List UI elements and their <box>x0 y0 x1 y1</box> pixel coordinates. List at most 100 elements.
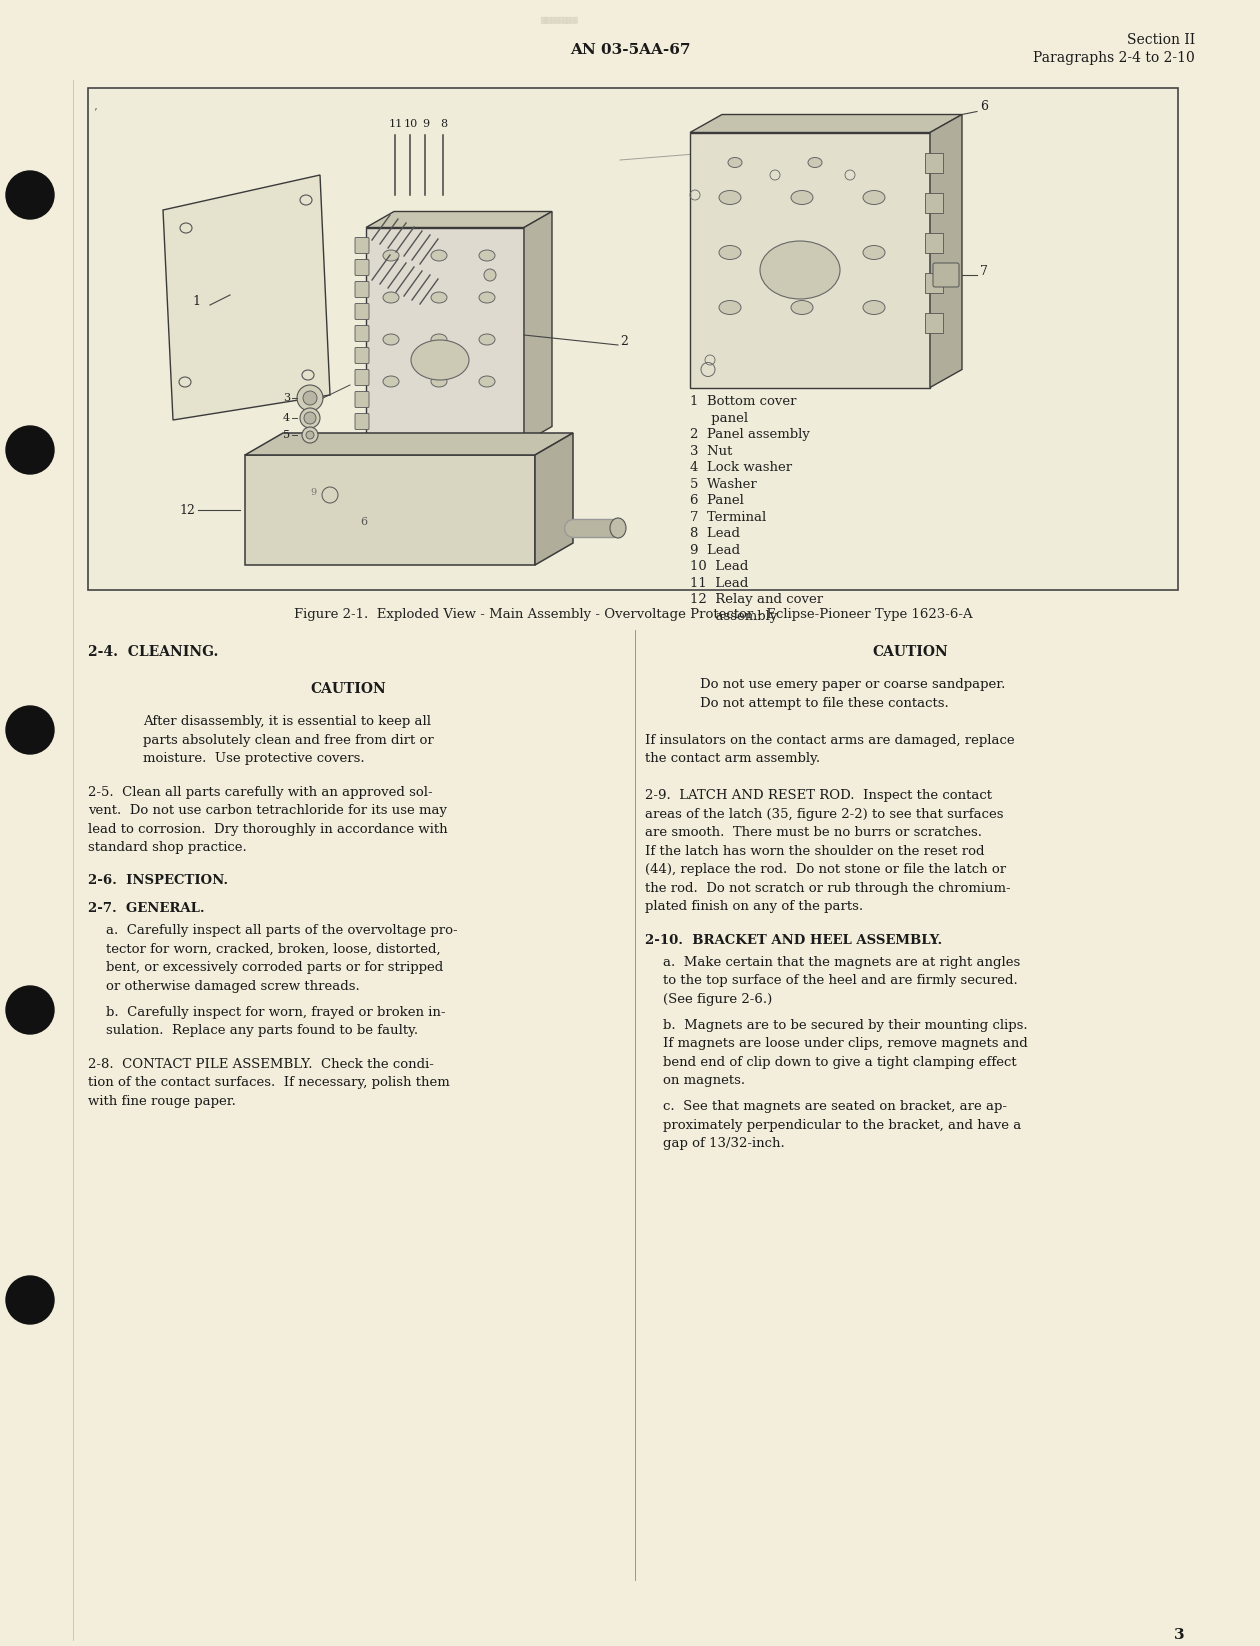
Text: 11: 11 <box>389 119 403 128</box>
Bar <box>925 153 942 173</box>
Ellipse shape <box>431 334 447 346</box>
Circle shape <box>300 408 320 428</box>
Text: ▓▓▓▓▓▓▓: ▓▓▓▓▓▓▓ <box>541 16 577 25</box>
Text: If insulators on the contact arms are damaged, replace: If insulators on the contact arms are da… <box>645 734 1014 747</box>
FancyBboxPatch shape <box>355 281 369 298</box>
Text: or otherwise damaged screw threads.: or otherwise damaged screw threads. <box>106 979 360 993</box>
Text: Section II: Section II <box>1126 33 1194 48</box>
Text: proximately perpendicular to the bracket, and have a: proximately perpendicular to the bracket… <box>663 1119 1022 1131</box>
Text: assembly: assembly <box>690 609 777 622</box>
Text: 4  Lock washer: 4 Lock washer <box>690 461 793 474</box>
Ellipse shape <box>719 245 741 260</box>
FancyBboxPatch shape <box>355 347 369 364</box>
Text: 2-10.  BRACKET AND HEEL ASSEMBLY.: 2-10. BRACKET AND HEEL ASSEMBLY. <box>645 933 942 946</box>
Circle shape <box>306 431 314 439</box>
Text: After disassembly, it is essential to keep all: After disassembly, it is essential to ke… <box>142 716 431 728</box>
Text: are smooth.  There must be no burrs or scratches.: are smooth. There must be no burrs or sc… <box>645 826 982 839</box>
Text: the contact arm assembly.: the contact arm assembly. <box>645 752 820 765</box>
FancyBboxPatch shape <box>355 326 369 341</box>
Text: Paragraphs 2-4 to 2-10: Paragraphs 2-4 to 2-10 <box>1033 51 1194 64</box>
Text: 6: 6 <box>980 99 988 112</box>
Circle shape <box>302 426 318 443</box>
Text: CAUTION: CAUTION <box>310 681 386 696</box>
FancyBboxPatch shape <box>355 260 369 275</box>
Text: Do not use emery paper or coarse sandpaper.: Do not use emery paper or coarse sandpap… <box>701 678 1005 691</box>
FancyBboxPatch shape <box>355 237 369 253</box>
Text: 2-5.  Clean all parts carefully with an approved sol-: 2-5. Clean all parts carefully with an a… <box>88 785 432 798</box>
Text: 3  Nut: 3 Nut <box>690 444 732 458</box>
Text: tector for worn, cracked, broken, loose, distorted,: tector for worn, cracked, broken, loose,… <box>106 943 441 956</box>
Ellipse shape <box>383 291 399 303</box>
Circle shape <box>6 706 54 754</box>
Circle shape <box>6 1276 54 1323</box>
Text: bend end of clip down to give a tight clamping effect: bend end of clip down to give a tight cl… <box>663 1055 1017 1068</box>
Text: 2  Panel assembly: 2 Panel assembly <box>690 428 810 441</box>
Text: 12  Relay and cover: 12 Relay and cover <box>690 593 823 606</box>
Text: lead to corrosion.  Dry thoroughly in accordance with: lead to corrosion. Dry thoroughly in acc… <box>88 823 447 836</box>
Bar <box>88 87 1178 589</box>
Text: parts absolutely clean and free from dirt or: parts absolutely clean and free from dir… <box>142 734 433 747</box>
Circle shape <box>484 268 496 281</box>
Polygon shape <box>536 433 573 565</box>
Text: 8  Lead: 8 Lead <box>690 527 740 540</box>
FancyBboxPatch shape <box>355 392 369 408</box>
Text: 10: 10 <box>404 119 418 128</box>
Text: 2-8.  CONTACT PILE ASSEMBLY.  Check the condi-: 2-8. CONTACT PILE ASSEMBLY. Check the co… <box>88 1057 433 1070</box>
Text: Figure 2-1.  Exploded View - Main Assembly - Overvoltage Protector - Eclipse-Pio: Figure 2-1. Exploded View - Main Assembl… <box>294 607 973 621</box>
Text: If magnets are loose under clips, remove magnets and: If magnets are loose under clips, remove… <box>663 1037 1028 1050</box>
FancyBboxPatch shape <box>355 369 369 385</box>
Ellipse shape <box>431 291 447 303</box>
Circle shape <box>6 426 54 474</box>
Text: bent, or excessively corroded parts or for stripped: bent, or excessively corroded parts or f… <box>106 961 444 974</box>
Text: 2: 2 <box>620 336 627 347</box>
Text: 6  Panel: 6 Panel <box>690 494 743 507</box>
Polygon shape <box>930 115 961 387</box>
Text: 5  Washer: 5 Washer <box>690 477 757 491</box>
Circle shape <box>6 986 54 1034</box>
Ellipse shape <box>791 245 813 260</box>
Polygon shape <box>524 211 552 443</box>
Text: b.  Carefully inspect for worn, frayed or broken in-: b. Carefully inspect for worn, frayed or… <box>106 1006 446 1019</box>
Ellipse shape <box>479 291 495 303</box>
Text: 1: 1 <box>192 295 200 308</box>
Text: panel: panel <box>690 412 748 425</box>
Polygon shape <box>365 211 552 227</box>
Text: standard shop practice.: standard shop practice. <box>88 841 247 854</box>
Text: 9  Lead: 9 Lead <box>690 543 740 556</box>
Text: a.  Carefully inspect all parts of the overvoltage pro-: a. Carefully inspect all parts of the ov… <box>106 925 457 937</box>
Ellipse shape <box>719 191 741 204</box>
Text: 2-4.  CLEANING.: 2-4. CLEANING. <box>88 645 218 658</box>
Circle shape <box>304 412 316 425</box>
Text: 2-7.  GENERAL.: 2-7. GENERAL. <box>88 902 204 915</box>
Text: If the latch has worn the shoulder on the reset rod: If the latch has worn the shoulder on th… <box>645 844 984 858</box>
Ellipse shape <box>791 191 813 204</box>
Text: sulation.  Replace any parts found to be faulty.: sulation. Replace any parts found to be … <box>106 1024 418 1037</box>
Ellipse shape <box>431 250 447 262</box>
Text: plated finish on any of the parts.: plated finish on any of the parts. <box>645 900 863 914</box>
Bar <box>925 193 942 212</box>
Text: 1  Bottom cover: 1 Bottom cover <box>690 395 796 408</box>
Text: on magnets.: on magnets. <box>663 1075 745 1088</box>
Ellipse shape <box>719 301 741 314</box>
Text: ’: ’ <box>93 107 97 117</box>
Bar <box>244 454 536 565</box>
Text: with fine rouge paper.: with fine rouge paper. <box>88 1095 236 1108</box>
Text: 5: 5 <box>284 430 290 439</box>
Bar <box>365 227 524 443</box>
Text: AN 03-5AA-67: AN 03-5AA-67 <box>570 43 690 58</box>
Bar <box>925 273 942 293</box>
Text: tion of the contact surfaces.  If necessary, polish them: tion of the contact surfaces. If necessa… <box>88 1076 450 1090</box>
Text: 8: 8 <box>441 119 447 128</box>
Ellipse shape <box>760 240 840 300</box>
Ellipse shape <box>728 158 742 168</box>
Text: (44), replace the rod.  Do not stone or file the latch or: (44), replace the rod. Do not stone or f… <box>645 863 1007 876</box>
Ellipse shape <box>383 334 399 346</box>
Text: moisture.  Use protective covers.: moisture. Use protective covers. <box>142 752 364 765</box>
Circle shape <box>302 392 318 405</box>
Ellipse shape <box>479 250 495 262</box>
Text: (See figure 2-6.): (See figure 2-6.) <box>663 993 772 1006</box>
Text: 11  Lead: 11 Lead <box>690 576 748 589</box>
Bar <box>690 132 930 387</box>
Text: 2-9.  LATCH AND RESET ROD.  Inspect the contact: 2-9. LATCH AND RESET ROD. Inspect the co… <box>645 790 992 802</box>
Text: 10  Lead: 10 Lead <box>690 560 748 573</box>
